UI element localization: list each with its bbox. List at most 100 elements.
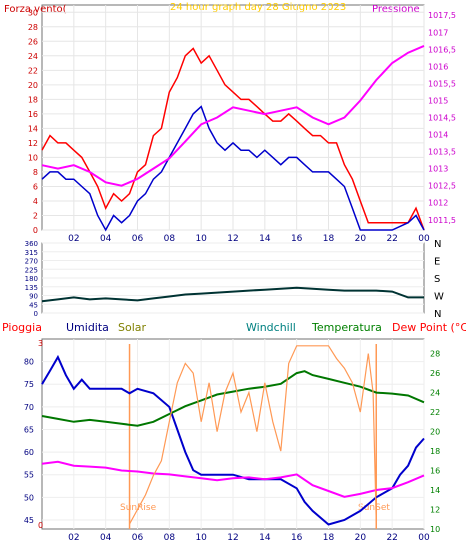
humidity-tick-label: 45 — [24, 516, 34, 525]
pressure-tick-label: 1017 — [428, 28, 448, 37]
series-line-humidity — [41, 354, 425, 526]
direction-tick-label: 45 — [29, 301, 38, 309]
legend-temperatura: Temperatura — [311, 321, 382, 334]
humidity-tick-label: 65 — [24, 425, 34, 434]
x-tick-label: 04 — [100, 533, 112, 543]
temperature-tick-label: 20 — [430, 428, 440, 437]
pressure-tick-label: 1015,5 — [428, 79, 456, 88]
direction-tick-label: 180 — [25, 275, 38, 283]
chart-title: 24 hour graph day 28 Giugno 2023 — [170, 2, 346, 13]
pressure-tick-label: 1016,5 — [428, 45, 456, 54]
direction-tick-label: 135 — [25, 284, 38, 292]
legend-dew-point: Dew Point (°C) — [392, 321, 466, 334]
compass-label: N — [434, 239, 441, 250]
compass-label: S — [434, 274, 440, 285]
series-line-direction — [41, 286, 424, 303]
x-tick-label: 22 — [386, 234, 397, 244]
direction-tick-label: 0 — [34, 310, 38, 318]
wind-tick-label: 8 — [33, 168, 38, 177]
temperature-tick-label: 10 — [430, 525, 440, 534]
wind-tick-label: 12 — [28, 139, 38, 148]
wind-axis-label: Forza vento( — [4, 4, 67, 15]
x-tick-label: 14 — [259, 234, 271, 244]
humidity-tick-label: 55 — [24, 471, 34, 480]
series-line-wind — [41, 105, 425, 232]
wind-tick-label: 24 — [28, 52, 38, 61]
chart-marks: 0246810121416182022242628301011,51012101… — [24, 5, 456, 543]
x-tick-label: 22 — [386, 533, 397, 543]
direction-tick-label: 225 — [25, 266, 38, 274]
temperature-tick-label: 18 — [430, 447, 440, 456]
x-tick-label: 08 — [164, 234, 176, 244]
x-tick-label: 06 — [132, 234, 144, 244]
x-tick-label: 02 — [68, 533, 79, 543]
temperature-tick-label: 22 — [430, 408, 440, 417]
x-tick-label: 02 — [68, 234, 79, 244]
direction-tick-label: 360 — [25, 240, 38, 248]
rain-axis-zero: 0 — [38, 521, 43, 530]
pressure-tick-label: 1013 — [428, 165, 448, 174]
wind-tick-label: 26 — [28, 37, 38, 46]
x-tick-label: 18 — [323, 234, 335, 244]
wind-tick-label: 28 — [28, 23, 38, 32]
wind-tick-label: 18 — [28, 95, 38, 104]
compass-label: E — [434, 257, 440, 268]
pressure-tick-label: 1013,5 — [428, 148, 456, 157]
x-tick-label: 12 — [227, 234, 238, 244]
humidity-tick-label: 80 — [24, 358, 34, 367]
legend-pioggia: Pioggia — [2, 321, 42, 334]
temperature-tick-label: 28 — [430, 350, 440, 359]
pressure-tick-label: 1012 — [428, 199, 448, 208]
temperature-tick-label: 16 — [430, 467, 440, 476]
direction-tick-label: 270 — [25, 258, 38, 266]
rain-axis-max: 3 — [38, 339, 43, 348]
wind-tick-label: 16 — [28, 110, 38, 119]
temperature-tick-label: 14 — [430, 486, 440, 495]
wind-tick-label: 0 — [33, 226, 38, 235]
pressure-tick-label: 1017,5 — [428, 11, 456, 20]
x-tick-label: 18 — [323, 533, 335, 543]
wind-tick-label: 20 — [28, 81, 38, 90]
pressure-tick-label: 1012,5 — [428, 182, 456, 191]
temperature-tick-label: 12 — [430, 506, 440, 515]
legend-windchill: Windchill — [246, 321, 296, 334]
legend-solar: Solar — [118, 321, 147, 334]
x-tick-label: 06 — [132, 533, 144, 543]
sunset-annotation: SunSet — [358, 503, 390, 513]
x-tick-label: 12 — [227, 533, 238, 543]
x-tick-label: 10 — [195, 533, 207, 543]
direction-tick-label: 315 — [25, 249, 38, 257]
temperature-tick-label: 24 — [430, 389, 440, 398]
series-line-gust — [41, 47, 425, 231]
pressure-tick-label: 1014 — [428, 131, 448, 140]
x-tick-label: 04 — [100, 234, 112, 244]
humidity-tick-label: 75 — [24, 380, 34, 389]
pressure-tick-label: 1015 — [428, 96, 448, 105]
x-tick-label: 14 — [259, 533, 271, 543]
x-tick-label: 10 — [195, 234, 207, 244]
x-tick-label: 00 — [418, 533, 430, 543]
pressure-tick-label: 1016 — [428, 62, 448, 71]
wind-tick-label: 30 — [28, 8, 38, 17]
wind-tick-label: 22 — [28, 66, 38, 75]
x-tick-label: 16 — [291, 533, 303, 543]
compass-label: W — [434, 292, 444, 303]
humidity-tick-label: 50 — [24, 493, 34, 502]
temperature-tick-label: 26 — [430, 369, 440, 378]
series-line-solar — [128, 345, 377, 525]
wind-tick-label: 4 — [33, 197, 38, 206]
x-tick-label: 08 — [164, 533, 176, 543]
series-line-pressure — [41, 44, 425, 187]
x-tick-label: 00 — [418, 234, 430, 244]
series-line-dewpoint — [41, 460, 425, 498]
humidity-tick-label: 70 — [24, 403, 34, 412]
direction-tick-label: 90 — [29, 293, 38, 301]
wind-tick-label: 2 — [33, 211, 38, 220]
wind-tick-label: 14 — [28, 124, 38, 133]
legend-umidita: Umidita — [66, 321, 109, 334]
humidity-tick-label: 60 — [24, 448, 34, 457]
x-tick-label: 20 — [355, 533, 367, 543]
wind-tick-label: 10 — [28, 153, 38, 162]
